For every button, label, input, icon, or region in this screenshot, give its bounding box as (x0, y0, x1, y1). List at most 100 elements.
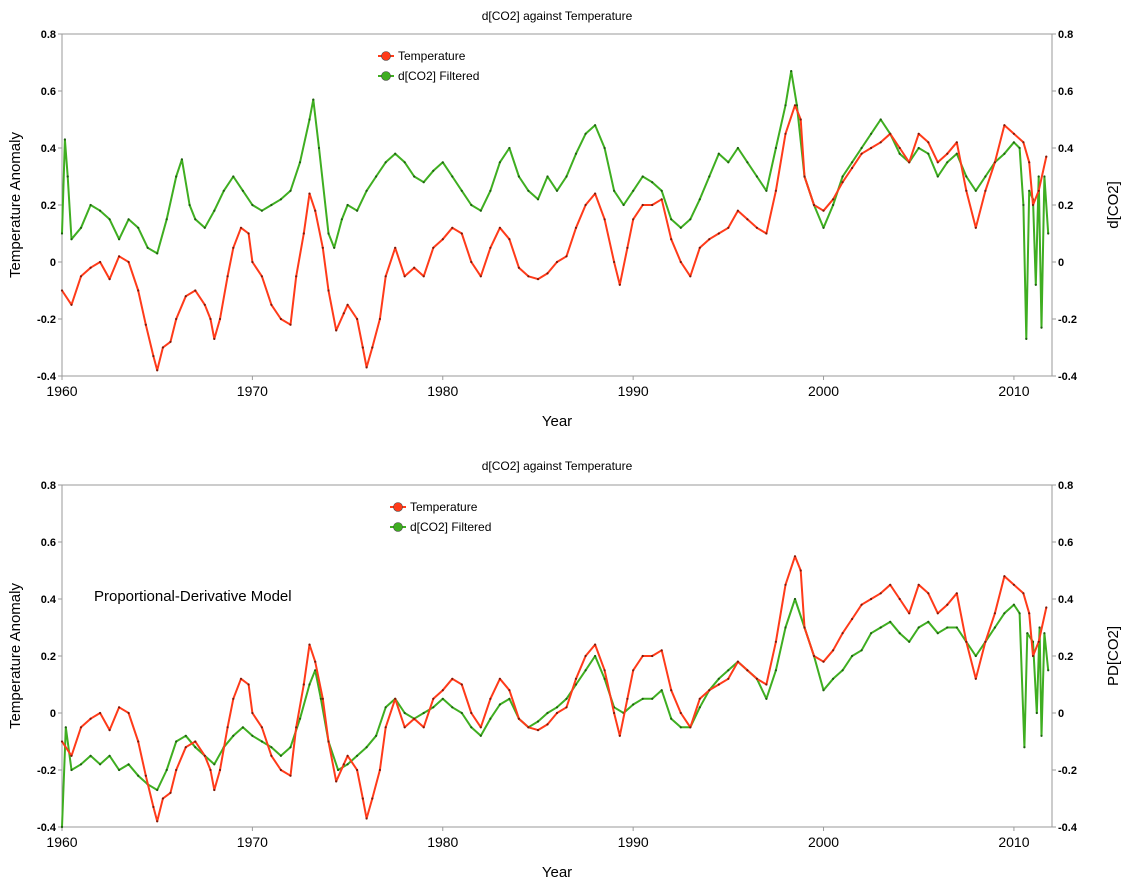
data-point (965, 640, 968, 643)
data-point (1012, 141, 1016, 144)
data-point (565, 255, 568, 258)
data-point (213, 763, 216, 766)
data-point (651, 203, 654, 207)
data-point (799, 569, 802, 572)
data-point (64, 726, 67, 729)
y2-tick-label: -0.4 (1058, 371, 1078, 383)
y-axis-label: Temperature Anomaly (7, 132, 24, 278)
data-point (555, 706, 559, 709)
data-point (1022, 203, 1025, 207)
data-point (108, 278, 111, 281)
data-point (356, 754, 359, 757)
data-point (144, 774, 147, 777)
data-point (698, 697, 701, 700)
data-point (955, 152, 958, 155)
data-point (127, 763, 130, 766)
y-tick-label: 0 (50, 257, 56, 269)
data-point (209, 768, 212, 772)
data-point (546, 272, 549, 275)
data-point (774, 669, 778, 672)
data-point (312, 98, 315, 101)
data-point (1037, 640, 1040, 643)
x-tick-label: 1980 (427, 383, 458, 399)
data-point (279, 317, 282, 321)
legend-label: Temperature (398, 49, 466, 63)
data-point (974, 654, 977, 658)
data-point (898, 632, 901, 635)
x-tick-label: 1960 (46, 834, 77, 850)
data-point (371, 797, 374, 800)
data-point (660, 198, 663, 201)
y2-tick-label: 0 (1058, 257, 1064, 269)
y2-axis-label: d[CO2] (1105, 181, 1122, 229)
data-point (289, 774, 292, 777)
data-point (194, 218, 197, 221)
data-point (793, 555, 797, 558)
x-tick-label: 1990 (618, 834, 649, 850)
data-point (460, 711, 463, 715)
data-point (565, 175, 568, 178)
data-point (536, 278, 540, 281)
data-point (626, 697, 629, 700)
data-point (203, 303, 206, 306)
y2-tick-label: 0.4 (1058, 594, 1074, 606)
data-point (342, 763, 345, 766)
data-point (584, 654, 587, 658)
data-point (841, 181, 844, 184)
data-point (432, 697, 435, 700)
data-point (298, 161, 302, 164)
data-point (1043, 175, 1046, 178)
data-point (489, 697, 492, 700)
data-point (156, 369, 159, 372)
data-point (175, 175, 178, 178)
data-point (384, 706, 387, 709)
data-point (536, 198, 540, 201)
data-point (626, 246, 629, 249)
data-point (1040, 326, 1043, 329)
data-point (403, 711, 406, 715)
data-point (851, 654, 854, 658)
data-point (222, 189, 225, 192)
data-point (70, 754, 73, 757)
x-tick-label: 2000 (808, 834, 839, 850)
data-point (765, 697, 768, 700)
data-point (498, 226, 501, 229)
data-point (365, 366, 368, 369)
data-point (898, 146, 901, 150)
data-point (1012, 603, 1016, 606)
data-point (927, 620, 930, 623)
data-point (498, 161, 501, 164)
data-point (574, 226, 578, 229)
data-point (346, 754, 349, 757)
data-point (175, 317, 178, 321)
data-point (60, 232, 64, 235)
data-point (851, 161, 854, 164)
data-point (184, 295, 187, 298)
data-point (302, 232, 305, 235)
data-point (335, 329, 338, 332)
data-point (1018, 612, 1021, 615)
data-point (632, 669, 635, 672)
data-point (603, 146, 606, 150)
data-point (60, 825, 64, 829)
data-point (232, 734, 235, 737)
data-point (651, 697, 654, 700)
data-point (270, 754, 273, 757)
data-point (993, 161, 997, 164)
y2-tick-label: 0.2 (1058, 200, 1073, 212)
x-tick-label: 2000 (808, 383, 839, 399)
data-point (984, 189, 987, 192)
data-point (108, 218, 111, 221)
data-point (79, 726, 83, 729)
data-point (137, 740, 140, 743)
data-point (279, 768, 282, 772)
data-point (870, 597, 873, 601)
data-point (746, 669, 749, 672)
data-point (479, 734, 482, 737)
data-point (889, 132, 892, 135)
data-point (889, 583, 892, 586)
data-point (508, 689, 511, 692)
data-point (1031, 654, 1035, 658)
data-point (1023, 746, 1026, 749)
data-point (479, 275, 482, 278)
